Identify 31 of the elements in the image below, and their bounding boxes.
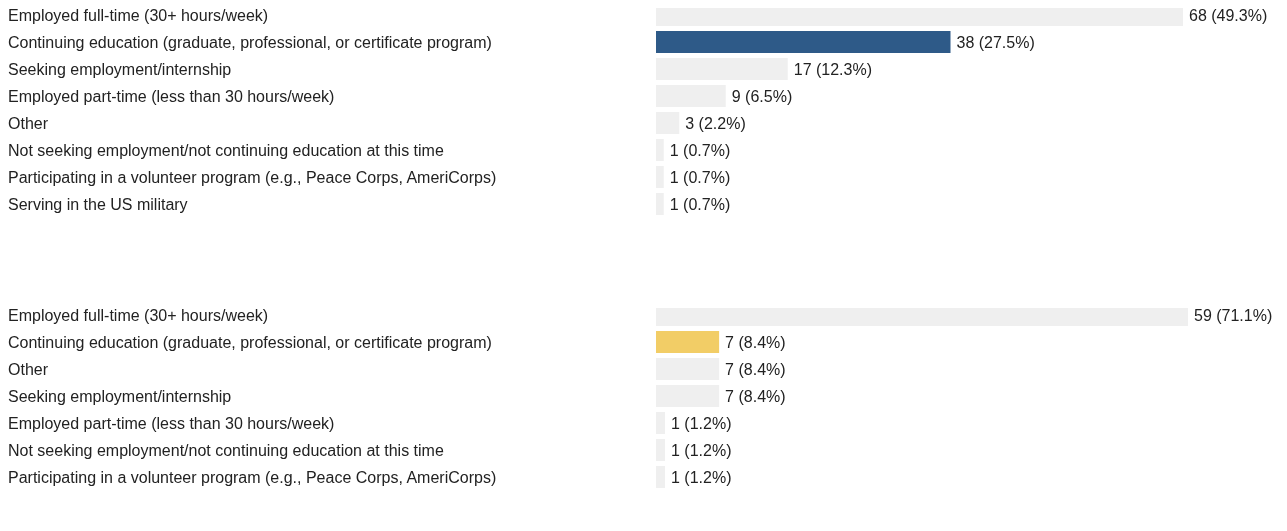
bar bbox=[656, 31, 951, 53]
y-tick-label: Seeking employment/internship bbox=[8, 60, 232, 78]
data-label: 38 (27.5%) bbox=[956, 33, 1035, 51]
data-label: 1 (0.7%) bbox=[669, 195, 731, 213]
data-label: 7 (8.4%) bbox=[725, 387, 786, 405]
data-label: 7 (8.4%) bbox=[725, 360, 786, 378]
y-tick-label: Employed part-time (less than 30 hours/week) bbox=[8, 87, 335, 105]
data-label: 7 (8.4%) bbox=[725, 333, 786, 351]
y-tick-label: Not seeking employment/not continuing education at this time bbox=[8, 441, 444, 459]
y-tick-label: Serving in the US military bbox=[8, 195, 188, 213]
data-label: 1 (0.7%) bbox=[669, 141, 731, 159]
data-label: 3 (2.2%) bbox=[685, 114, 746, 132]
y-tick-label: Participating in a volunteer program (e.g., Peace Corps, AmeriCorps) bbox=[8, 168, 497, 186]
y-tick-label: Participating in a volunteer program (e.g., Peace Corps, AmeriCorps) bbox=[8, 468, 497, 486]
data-label: 59 (71.1%) bbox=[1194, 306, 1273, 324]
y-tick-label: Continuing education (graduate, professional, or certificate program) bbox=[8, 333, 492, 351]
y-tick-label: Other bbox=[8, 360, 49, 378]
y-tick-label: Continuing education (graduate, professional, or certificate program) bbox=[8, 33, 492, 51]
y-tick-label: Not seeking employment/not continuing education at this time bbox=[8, 141, 444, 159]
y-tick-label: Employed full-time (30+ hours/week) bbox=[8, 306, 269, 324]
data-label: 1 (0.7%) bbox=[669, 168, 731, 186]
data-label: 17 (12.3%) bbox=[793, 60, 873, 78]
y-tick-label: Employed part-time (less than 30 hours/week) bbox=[8, 414, 335, 432]
data-label: 9 (6.5%) bbox=[731, 87, 793, 105]
data-label: 1 (1.2%) bbox=[671, 414, 732, 432]
data-label: 68 (49.3%) bbox=[1189, 6, 1268, 24]
data-label: 1 (1.2%) bbox=[671, 468, 732, 486]
y-tick-label: Seeking employment/internship bbox=[8, 387, 232, 405]
y-tick-label: Employed full-time (30+ hours/week) bbox=[8, 6, 269, 24]
data-label: 1 (1.2%) bbox=[671, 441, 732, 459]
y-tick-label: Other bbox=[8, 114, 49, 132]
